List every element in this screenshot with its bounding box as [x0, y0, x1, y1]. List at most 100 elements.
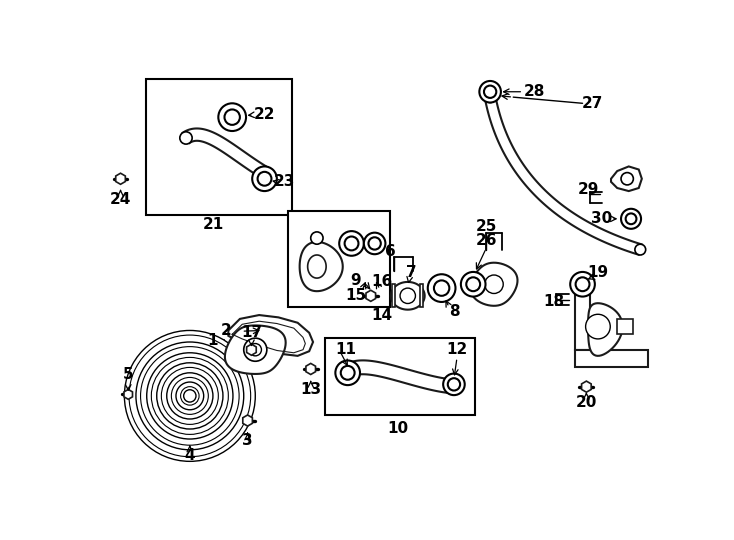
- Text: 5: 5: [123, 367, 134, 382]
- Text: 12: 12: [446, 342, 468, 357]
- Polygon shape: [225, 326, 286, 374]
- Text: 28: 28: [523, 84, 545, 99]
- Text: 14: 14: [372, 308, 393, 322]
- Circle shape: [368, 237, 381, 249]
- Text: 20: 20: [575, 395, 597, 409]
- Text: 8: 8: [448, 303, 459, 319]
- Text: 6: 6: [385, 244, 396, 259]
- Text: 7: 7: [405, 265, 416, 280]
- Text: 17: 17: [241, 325, 262, 340]
- Text: 9: 9: [350, 273, 360, 288]
- Text: 15: 15: [345, 288, 366, 303]
- Circle shape: [161, 367, 218, 424]
- Polygon shape: [588, 303, 622, 356]
- Text: 23: 23: [274, 174, 295, 190]
- Circle shape: [258, 172, 272, 186]
- Text: 19: 19: [587, 265, 608, 280]
- Text: 10: 10: [387, 421, 408, 436]
- Text: 2: 2: [221, 323, 231, 338]
- Text: 11: 11: [335, 342, 357, 357]
- Text: 24: 24: [110, 192, 131, 207]
- Circle shape: [621, 173, 633, 185]
- Text: 4: 4: [184, 448, 195, 463]
- Circle shape: [151, 357, 228, 434]
- Circle shape: [218, 103, 246, 131]
- Bar: [288, 211, 390, 307]
- Text: 1: 1: [208, 333, 218, 348]
- Circle shape: [364, 233, 385, 254]
- Text: 26: 26: [476, 233, 497, 248]
- Circle shape: [129, 335, 251, 457]
- Circle shape: [635, 244, 646, 255]
- Circle shape: [124, 330, 255, 461]
- Circle shape: [344, 237, 358, 251]
- Circle shape: [136, 342, 244, 450]
- Polygon shape: [243, 415, 252, 426]
- Circle shape: [484, 92, 495, 103]
- Polygon shape: [393, 284, 396, 307]
- Circle shape: [484, 85, 496, 98]
- Text: 18: 18: [543, 294, 564, 309]
- Text: 22: 22: [254, 107, 275, 123]
- Circle shape: [252, 166, 277, 191]
- Bar: [146, 79, 292, 215]
- Circle shape: [167, 373, 213, 419]
- Circle shape: [625, 213, 636, 224]
- Circle shape: [180, 132, 192, 144]
- Circle shape: [448, 378, 460, 390]
- Polygon shape: [611, 166, 642, 191]
- Circle shape: [434, 280, 449, 296]
- Circle shape: [448, 380, 462, 394]
- Circle shape: [258, 166, 271, 179]
- Circle shape: [461, 272, 485, 296]
- Polygon shape: [299, 242, 343, 291]
- Polygon shape: [581, 381, 591, 392]
- Circle shape: [341, 366, 355, 380]
- Circle shape: [171, 377, 208, 414]
- Text: 30: 30: [591, 211, 612, 226]
- Circle shape: [575, 278, 589, 291]
- Polygon shape: [470, 262, 517, 306]
- Text: 25: 25: [476, 219, 497, 234]
- Circle shape: [479, 81, 501, 103]
- Polygon shape: [116, 173, 126, 184]
- Circle shape: [310, 232, 323, 244]
- Text: 13: 13: [300, 382, 321, 397]
- Circle shape: [341, 364, 355, 378]
- Polygon shape: [575, 288, 590, 350]
- Polygon shape: [390, 282, 425, 309]
- Text: 16: 16: [371, 274, 393, 289]
- Polygon shape: [366, 291, 376, 301]
- Circle shape: [244, 338, 267, 361]
- Circle shape: [181, 387, 199, 405]
- Polygon shape: [124, 389, 133, 399]
- Bar: [324, 338, 475, 415]
- Circle shape: [339, 231, 364, 256]
- Text: 3: 3: [242, 433, 253, 448]
- Text: 27: 27: [582, 96, 603, 111]
- Polygon shape: [247, 344, 256, 355]
- Circle shape: [140, 347, 239, 445]
- Circle shape: [184, 390, 196, 402]
- Circle shape: [586, 314, 610, 339]
- Circle shape: [466, 278, 480, 291]
- Circle shape: [570, 272, 595, 296]
- Circle shape: [335, 361, 360, 385]
- Polygon shape: [308, 255, 326, 278]
- Circle shape: [621, 209, 641, 229]
- Text: 29: 29: [578, 182, 600, 197]
- Polygon shape: [420, 284, 423, 307]
- Circle shape: [225, 110, 240, 125]
- Circle shape: [428, 274, 456, 302]
- Circle shape: [157, 363, 223, 429]
- Polygon shape: [617, 319, 633, 334]
- Text: 21: 21: [203, 218, 224, 232]
- Circle shape: [400, 288, 415, 303]
- Circle shape: [443, 374, 465, 395]
- Polygon shape: [306, 363, 316, 375]
- Circle shape: [147, 353, 233, 439]
- Circle shape: [249, 343, 261, 356]
- Circle shape: [176, 382, 204, 410]
- Polygon shape: [228, 315, 313, 356]
- Circle shape: [484, 275, 504, 294]
